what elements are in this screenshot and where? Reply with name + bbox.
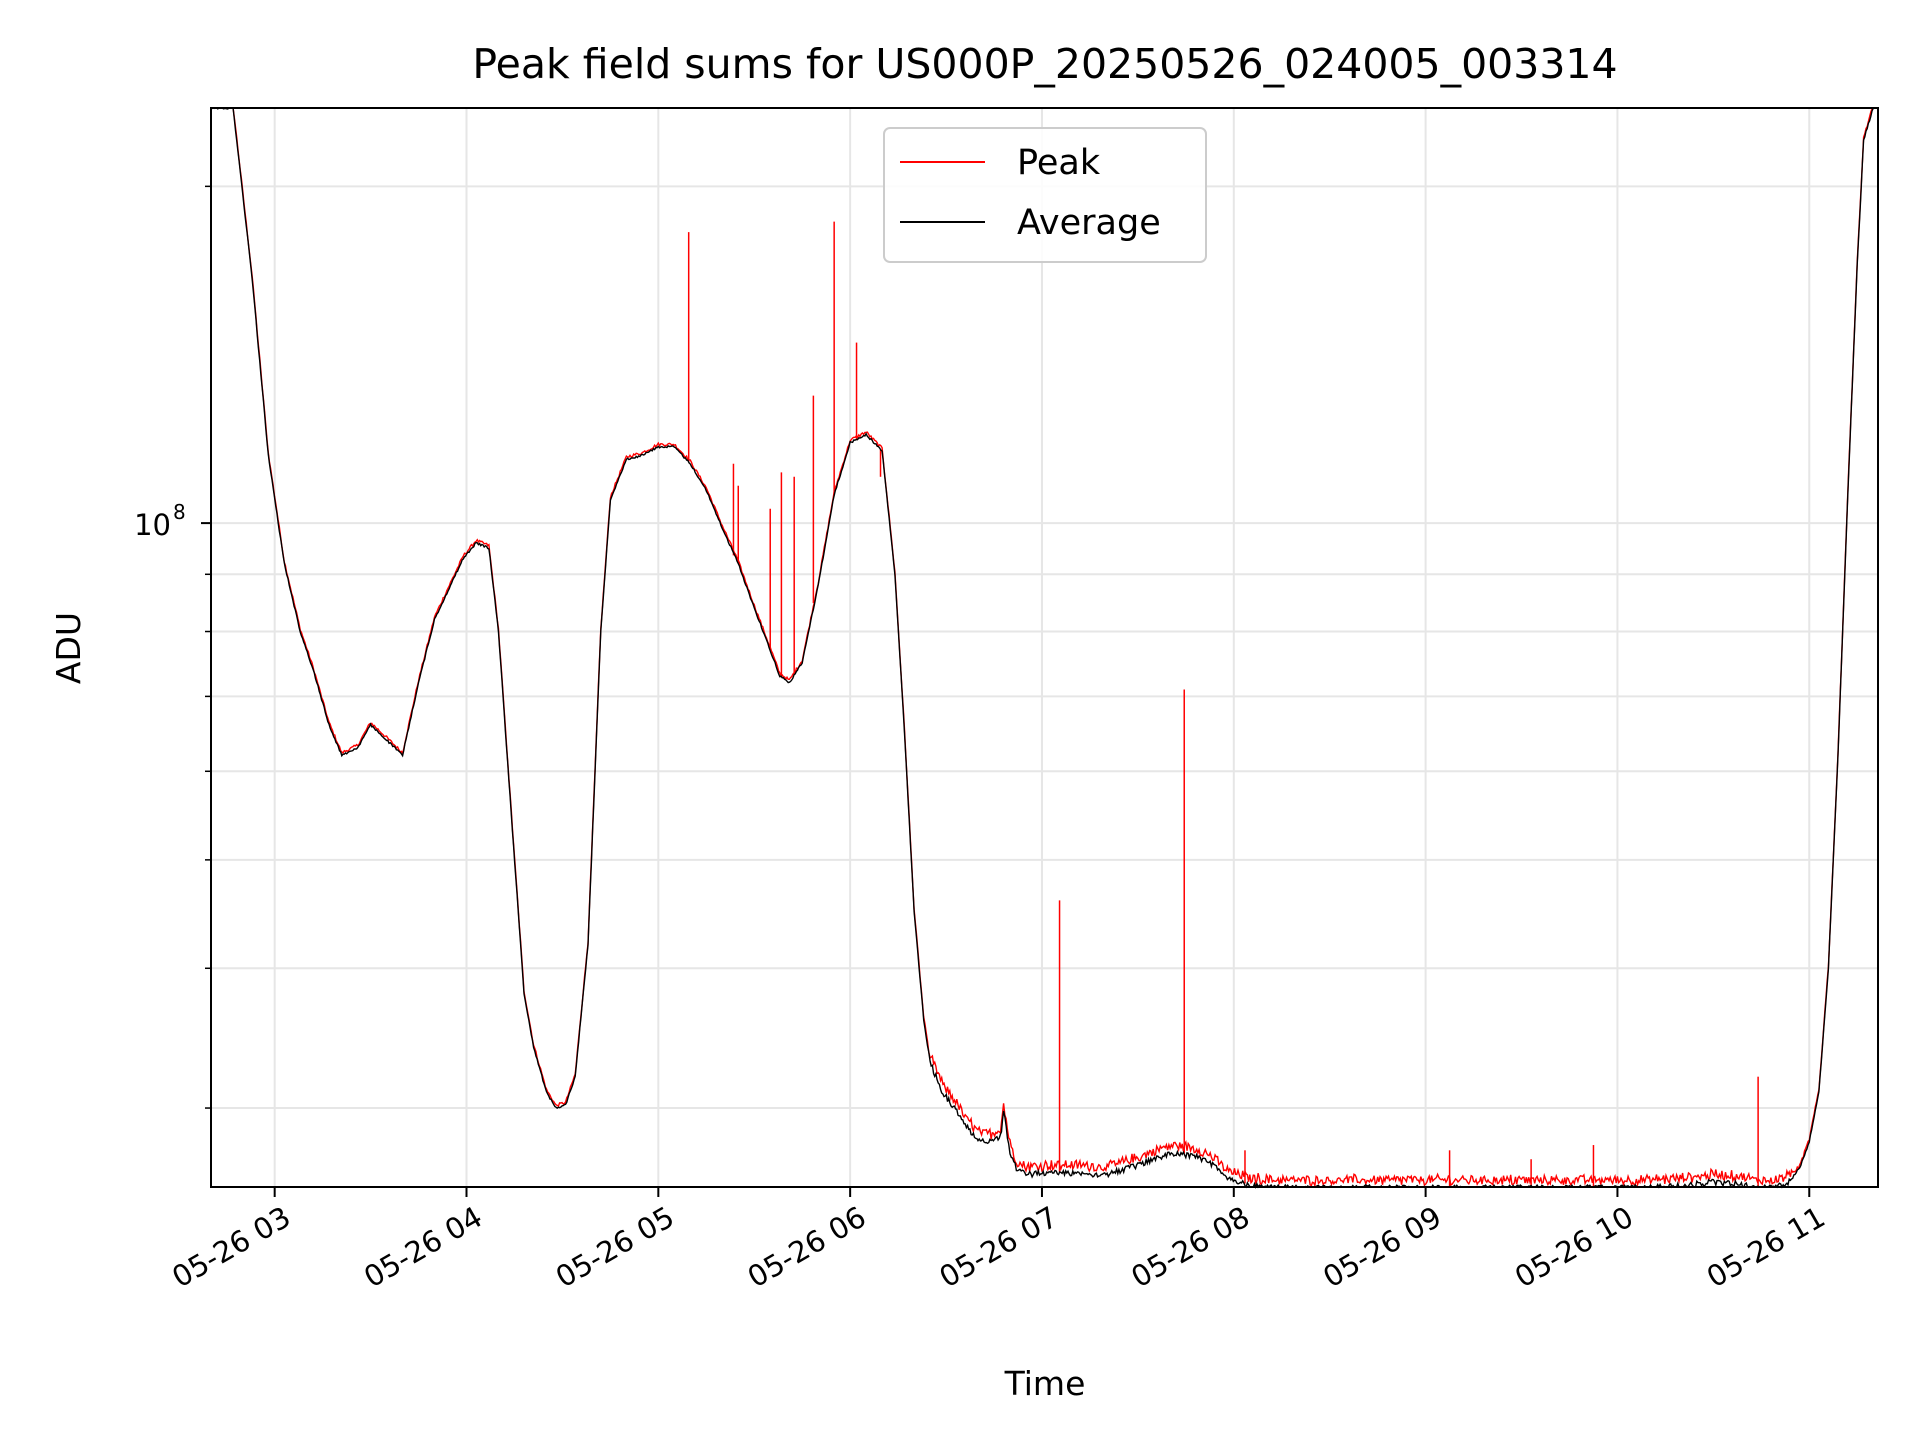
chart-title: Peak field sums for US000P_20250526_0240…: [472, 40, 1617, 88]
plot-frame: [210, 107, 1879, 1188]
y-axis-label: ADU: [49, 612, 88, 684]
plot-series: [210, 107, 1874, 1190]
series-peak-line: [210, 107, 1874, 1189]
y-tick-label: 10: [134, 508, 171, 542]
series-average-line: [210, 107, 1874, 1190]
legend-label-average: Average: [1017, 203, 1161, 243]
grid-lines: [211, 108, 1878, 1187]
legend: Peak Average: [883, 127, 1207, 263]
legend-label-peak: Peak: [1017, 143, 1101, 183]
y-tick-exponent: 8: [173, 500, 186, 524]
x-axis-label: Time: [1004, 1364, 1086, 1403]
